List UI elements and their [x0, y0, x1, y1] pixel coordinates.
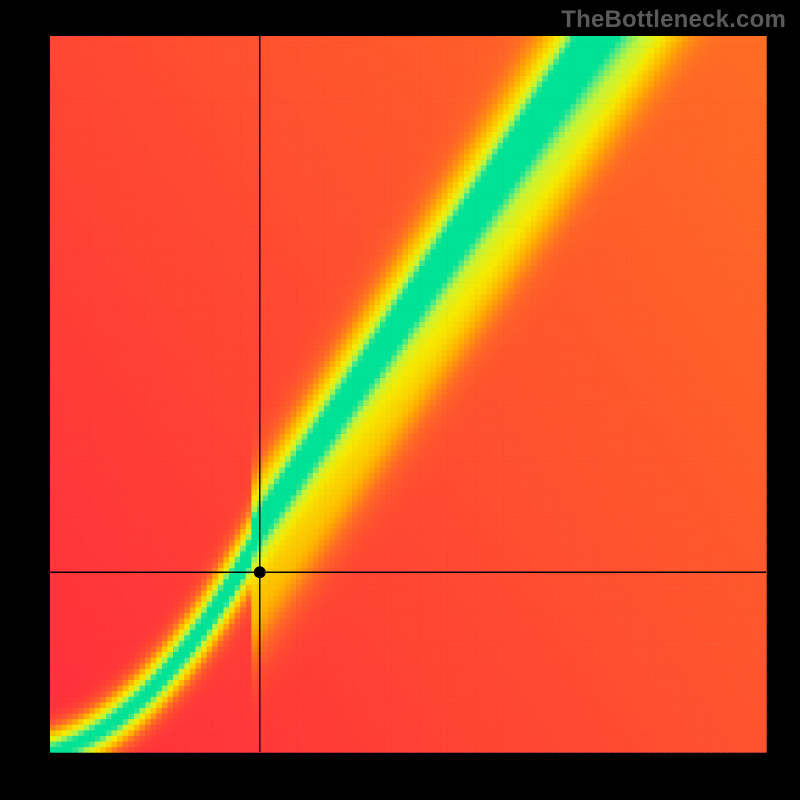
heatmap-canvas [0, 0, 800, 800]
chart-container: TheBottleneck.com [0, 0, 800, 800]
watermark-text: TheBottleneck.com [561, 6, 786, 34]
